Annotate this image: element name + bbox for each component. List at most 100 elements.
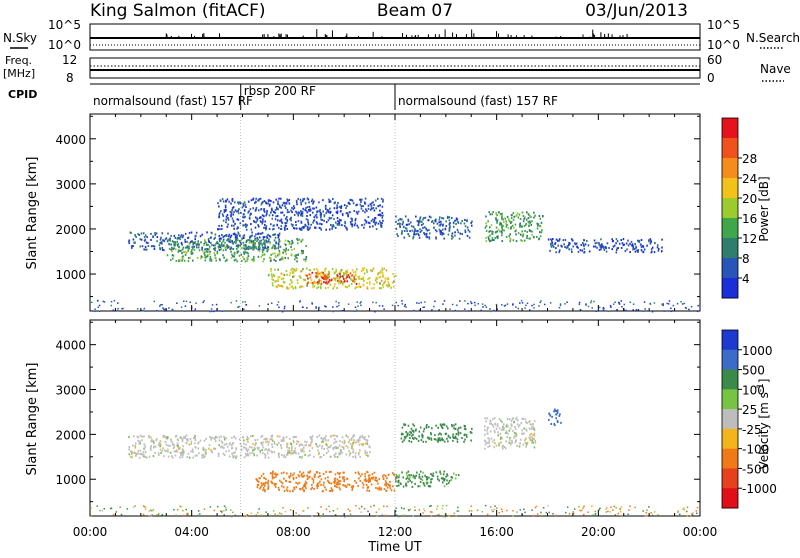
echo-point <box>463 424 466 427</box>
echo-point <box>470 431 473 434</box>
echo-point <box>345 212 348 215</box>
ground-scatter-point <box>215 303 218 306</box>
echo-point <box>309 269 312 272</box>
echo-point <box>143 239 146 242</box>
echo-point <box>334 477 337 480</box>
echo-point <box>446 474 449 477</box>
echo-point <box>182 251 185 254</box>
ground-scatter-point <box>605 511 608 513</box>
echo-point <box>278 251 281 254</box>
echo-point <box>141 245 144 248</box>
echo-point <box>405 484 408 487</box>
echo-point <box>207 239 210 242</box>
echo-point <box>322 271 325 274</box>
echo-point <box>437 433 440 436</box>
ground-scatter-point <box>572 511 574 513</box>
echo-point <box>246 257 248 260</box>
echo-point <box>358 285 360 288</box>
echo-point <box>403 236 406 239</box>
echo-point <box>187 452 190 455</box>
ground-scatter-point <box>433 305 435 308</box>
ground-scatter-point <box>210 310 213 313</box>
echo-point <box>264 223 266 226</box>
ground-scatter-point <box>164 310 166 312</box>
echo-point <box>318 472 321 475</box>
echo-point <box>257 209 260 212</box>
ground-scatter-point <box>634 506 636 509</box>
echo-point <box>133 451 135 454</box>
echo-point <box>497 235 499 238</box>
echo-point <box>250 228 253 231</box>
echo-point <box>650 240 653 243</box>
echo-point <box>343 471 345 474</box>
echo-point <box>237 244 240 247</box>
ground-scatter-point <box>402 514 405 516</box>
echo-point <box>466 234 469 237</box>
ground-scatter-point <box>397 304 399 307</box>
echo-point <box>279 197 282 200</box>
echo-point <box>130 450 132 453</box>
echo-point <box>260 232 263 235</box>
ground-scatter-point <box>468 310 470 312</box>
ground-scatter-point <box>258 305 261 307</box>
echo-point <box>322 199 324 202</box>
echo-point <box>350 438 353 441</box>
ground-scatter-point <box>580 309 583 312</box>
echo-point <box>297 474 300 477</box>
echo-point <box>445 225 448 228</box>
echo-point <box>281 211 284 214</box>
echo-point <box>335 211 338 214</box>
echo-point <box>159 448 162 451</box>
echo-point <box>425 235 428 238</box>
echo-point <box>172 254 175 257</box>
echo-point <box>179 436 182 439</box>
echo-point <box>348 450 350 453</box>
echo-point <box>285 436 288 439</box>
echo-point <box>195 231 198 234</box>
echo-point <box>237 231 240 234</box>
echo-point <box>237 212 240 215</box>
echo-point <box>291 241 294 244</box>
echo-point <box>446 437 448 440</box>
echo-point <box>257 248 260 251</box>
echo-point <box>330 217 333 220</box>
echo-point <box>366 281 368 284</box>
echo-point <box>203 439 206 442</box>
ground-scatter-point <box>429 511 432 513</box>
echo-point <box>594 242 597 245</box>
echo-point <box>292 451 295 454</box>
ground-scatter-point <box>467 302 469 305</box>
ground-scatter-point <box>519 509 522 511</box>
echo-point <box>226 198 229 201</box>
echo-point <box>167 239 169 242</box>
echo-point <box>254 444 256 447</box>
echo-point <box>454 477 457 480</box>
echo-point <box>279 245 282 248</box>
ground-scatter-point <box>535 505 538 507</box>
echo-point <box>264 448 266 451</box>
echo-point <box>418 475 421 478</box>
echo-point <box>263 243 266 246</box>
ground-scatter-point <box>384 514 387 517</box>
echo-point <box>267 248 270 251</box>
echo-point <box>209 250 211 253</box>
ground-scatter-point <box>283 307 286 310</box>
ground-scatter-point <box>490 509 493 511</box>
echo-point <box>312 481 315 484</box>
echo-point <box>522 235 524 238</box>
ground-scatter-point <box>485 306 488 308</box>
echo-point <box>251 231 253 234</box>
echo-point <box>217 228 219 231</box>
echo-point <box>173 450 176 453</box>
echo-point <box>525 437 527 440</box>
echo-point <box>636 249 639 252</box>
echo-point <box>247 454 250 457</box>
echo-point <box>146 236 149 239</box>
echo-point <box>141 439 143 442</box>
echo-point <box>347 436 349 439</box>
echo-point <box>193 241 196 244</box>
echo-point <box>306 206 309 209</box>
echo-point <box>584 243 587 246</box>
echo-point <box>313 207 315 210</box>
echo-point <box>279 444 282 447</box>
